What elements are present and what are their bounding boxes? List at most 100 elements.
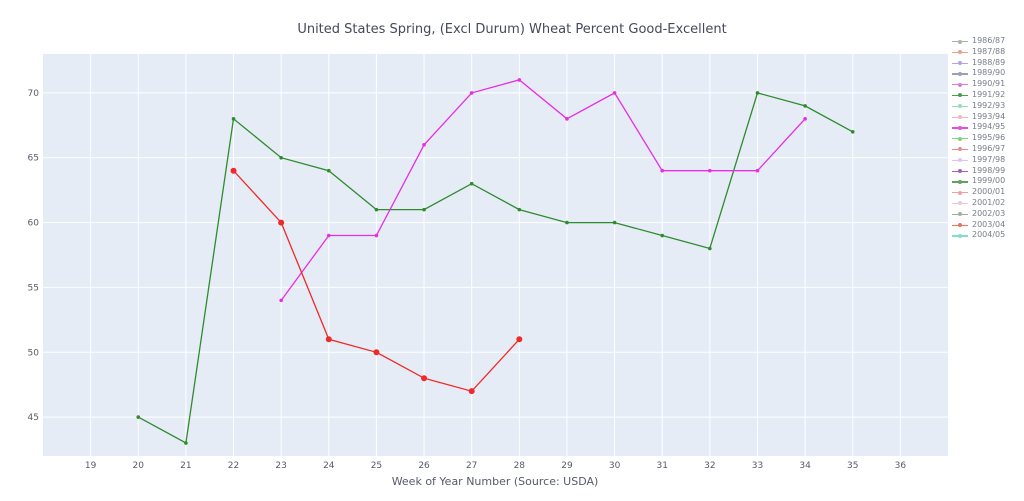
legend-item[interactable]: 1998/99 bbox=[950, 166, 1024, 177]
x-tick-label: 35 bbox=[847, 461, 858, 471]
legend-item[interactable]: 2002/03 bbox=[950, 209, 1024, 220]
legend-marker bbox=[958, 158, 962, 163]
data-point-red bbox=[373, 349, 380, 356]
legend-item[interactable]: 1992/93 bbox=[950, 101, 1024, 112]
legend-item[interactable]: 1990/91 bbox=[950, 79, 1024, 90]
legend-item[interactable]: 1986/87 bbox=[950, 36, 1024, 47]
data-point-green bbox=[184, 441, 188, 445]
data-point-green bbox=[850, 130, 855, 134]
y-tick-label: 55 bbox=[28, 283, 39, 293]
legend-item[interactable]: 2000/01 bbox=[950, 187, 1024, 198]
legend-label: 1989/90 bbox=[972, 68, 1006, 78]
legend-label: 1986/87 bbox=[972, 36, 1006, 45]
legend-label: 1991/92 bbox=[972, 89, 1006, 99]
data-point-green bbox=[326, 168, 331, 173]
x-tick-label: 19 bbox=[85, 461, 97, 471]
legend-item[interactable]: 1997/98 bbox=[950, 155, 1024, 166]
data-point-red bbox=[421, 375, 428, 382]
data-point-green bbox=[136, 415, 141, 419]
legend-label: 1997/98 bbox=[972, 154, 1006, 164]
x-tick-label: 21 bbox=[180, 461, 191, 471]
legend-item[interactable]: 2004/05 bbox=[950, 230, 1024, 241]
y-tick-label: 45 bbox=[28, 413, 39, 423]
x-tick-label: 30 bbox=[609, 461, 621, 471]
legend-marker bbox=[958, 190, 962, 195]
series-line-magenta bbox=[280, 79, 806, 301]
data-point-magenta bbox=[803, 117, 807, 121]
data-point-magenta bbox=[708, 168, 712, 173]
legend-marker bbox=[958, 147, 962, 152]
legend-marker bbox=[958, 212, 962, 217]
legend-item[interactable]: 1991/92 bbox=[950, 90, 1024, 101]
legend-label: 2003/04 bbox=[972, 219, 1006, 229]
legend-label: 1993/94 bbox=[972, 111, 1006, 121]
legend-item[interactable]: 1988/89 bbox=[950, 58, 1024, 69]
legend-marker bbox=[958, 169, 962, 174]
x-tick-label: 28 bbox=[514, 461, 526, 471]
data-point-green bbox=[422, 207, 426, 212]
data-point-magenta bbox=[517, 78, 522, 82]
legend-label: 2000/01 bbox=[972, 187, 1006, 197]
legend-label: 2002/03 bbox=[972, 208, 1006, 218]
data-point-magenta bbox=[565, 117, 569, 121]
legend-marker bbox=[958, 50, 962, 55]
data-point-magenta bbox=[374, 233, 379, 238]
x-tick-label: 33 bbox=[752, 461, 763, 471]
y-tick-label: 50 bbox=[28, 348, 40, 358]
legend-item[interactable]: 2001/02 bbox=[950, 198, 1024, 209]
legend-marker bbox=[958, 39, 962, 44]
data-point-red bbox=[468, 388, 475, 395]
x-tick-label: 23 bbox=[275, 461, 286, 471]
legend-item[interactable]: 1987/88 bbox=[950, 47, 1024, 58]
data-point-magenta bbox=[469, 91, 474, 95]
data-point-green bbox=[517, 207, 522, 212]
data-point-magenta bbox=[612, 91, 617, 95]
data-point-magenta bbox=[326, 233, 331, 238]
x-tick-label: 29 bbox=[561, 461, 573, 471]
y-tick-label: 65 bbox=[28, 154, 39, 164]
legend-marker bbox=[958, 179, 962, 184]
legend-marker bbox=[958, 136, 962, 141]
legend-marker bbox=[958, 104, 962, 109]
legend-label: 1988/89 bbox=[972, 57, 1006, 67]
x-axis-label: Week of Year Number (Source: USDA) bbox=[391, 475, 599, 488]
data-point-red bbox=[278, 219, 285, 226]
data-point-green bbox=[803, 104, 807, 108]
x-tick-label: 32 bbox=[704, 461, 715, 471]
data-point-green bbox=[565, 220, 569, 225]
x-tick-label: 24 bbox=[323, 461, 335, 471]
legend-label: 1999/00 bbox=[972, 176, 1006, 186]
legend-label: 2004/05 bbox=[972, 230, 1006, 240]
data-point-magenta bbox=[660, 168, 665, 173]
legend-marker bbox=[958, 93, 962, 98]
legend-marker bbox=[958, 71, 962, 76]
legend-item[interactable]: 1999/00 bbox=[950, 176, 1024, 187]
data-point-magenta bbox=[279, 298, 283, 303]
legend-label: 1987/88 bbox=[972, 46, 1006, 56]
data-point-green bbox=[469, 181, 474, 186]
legend-item[interactable]: 1995/96 bbox=[950, 133, 1024, 144]
data-point-magenta bbox=[422, 142, 426, 147]
legend-item[interactable]: 1996/97 bbox=[950, 144, 1024, 155]
y-tick-label: 70 bbox=[28, 89, 40, 99]
data-point-red bbox=[516, 336, 523, 343]
legend[interactable]: 1986/87 1987/88 1988/89 1989/90 1990/91 1991/… bbox=[950, 36, 1024, 286]
legend-item[interactable]: 1993/94 bbox=[950, 112, 1024, 123]
data-point-green bbox=[612, 220, 617, 225]
legend-marker bbox=[958, 61, 962, 66]
legend-marker bbox=[958, 125, 962, 130]
x-tick-label: 27 bbox=[466, 461, 477, 471]
x-tick-label: 31 bbox=[656, 461, 667, 471]
legend-item[interactable]: 1994/95 bbox=[950, 122, 1024, 133]
data-point-green bbox=[279, 155, 283, 160]
data-point-green bbox=[660, 233, 665, 238]
legend-label: 1998/99 bbox=[972, 165, 1006, 175]
plot-background bbox=[43, 54, 948, 456]
legend-label: 1994/95 bbox=[972, 122, 1006, 132]
x-tick-label: 20 bbox=[133, 461, 145, 471]
legend-item[interactable]: 1989/90 bbox=[950, 68, 1024, 79]
legend-label: 1996/97 bbox=[972, 143, 1006, 153]
legend-item[interactable]: 2003/04 bbox=[950, 220, 1024, 231]
data-point-red bbox=[325, 336, 332, 343]
